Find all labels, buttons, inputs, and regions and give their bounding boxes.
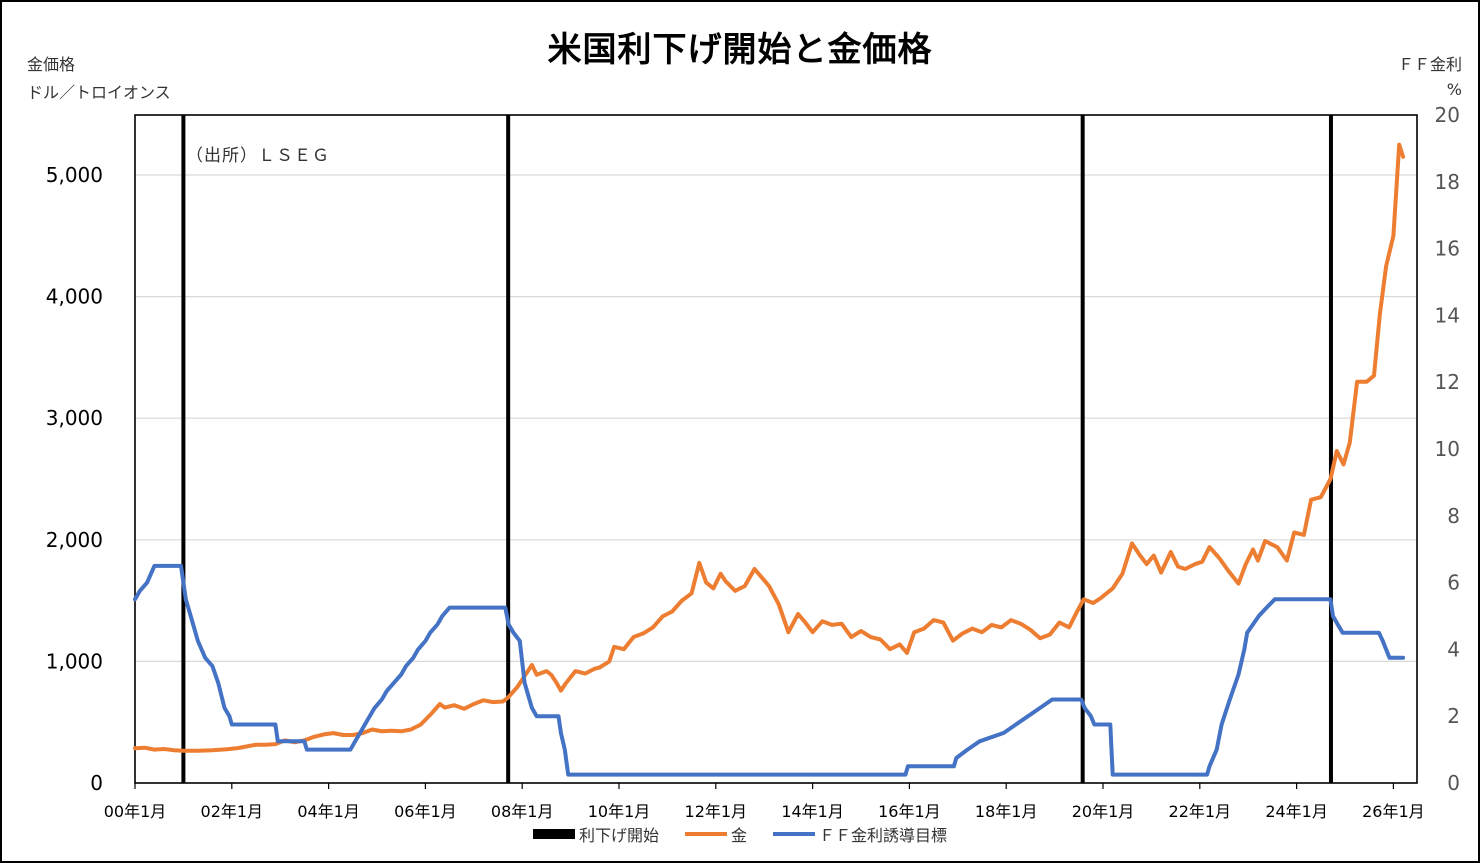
right-tick-label: 16 bbox=[1435, 237, 1460, 261]
gold-price-line bbox=[133, 142, 1406, 753]
source-note: （出所）ＬＳＥＧ bbox=[186, 146, 330, 166]
left-tick-label: 4,000 bbox=[46, 285, 103, 309]
left-tick-label: 0 bbox=[90, 771, 103, 795]
left-tick-label: 1,000 bbox=[46, 649, 103, 673]
x-tick-label: 12年1月 bbox=[685, 802, 748, 821]
right-axis-label-1: ＦＦ金利 bbox=[1397, 55, 1462, 74]
legend: 利下げ開始 金 ＦＦ金利誘導目標 bbox=[0, 822, 1480, 846]
legend-label-gold: 金 bbox=[730, 826, 747, 845]
left-axis-label-2: ドル／トロイオンス bbox=[27, 83, 171, 102]
x-tick-label: 20年1月 bbox=[1072, 802, 1135, 821]
x-tick-label: 16年1月 bbox=[878, 802, 941, 821]
right-tick-label: 6 bbox=[1447, 571, 1460, 595]
right-tick-label: 10 bbox=[1435, 437, 1460, 461]
right-tick-label: 2 bbox=[1447, 704, 1460, 728]
legend-item-gold: 金 bbox=[684, 822, 747, 846]
x-tick-label: 00年1月 bbox=[104, 802, 167, 821]
legend-label-ff-rate: ＦＦ金利誘導目標 bbox=[819, 826, 948, 845]
right-tick-label: 14 bbox=[1435, 303, 1460, 327]
legend-swatch-ff-rate bbox=[773, 832, 815, 836]
x-tick-label: 24年1月 bbox=[1265, 802, 1328, 821]
legend-swatch-rate-cut bbox=[532, 829, 575, 839]
x-tick-label: 02年1月 bbox=[201, 802, 264, 821]
x-tick-label: 18年1月 bbox=[975, 802, 1038, 821]
left-axis-label-1: 金価格 bbox=[27, 55, 76, 74]
left-tick-label: 3,000 bbox=[46, 406, 103, 430]
x-tick-label: 06年1月 bbox=[394, 802, 457, 821]
right-tick-label: 12 bbox=[1435, 370, 1460, 394]
right-tick-label: 4 bbox=[1447, 637, 1460, 661]
x-tick-label: 04年1月 bbox=[297, 802, 360, 821]
left-tick-label: 5,000 bbox=[46, 163, 103, 187]
x-tick-label: 14年1月 bbox=[781, 802, 844, 821]
legend-label-rate-cut: 利下げ開始 bbox=[578, 826, 659, 845]
right-tick-label: 18 bbox=[1435, 170, 1460, 194]
legend-swatch-gold bbox=[684, 832, 727, 836]
legend-item-rate-cut: 利下げ開始 bbox=[532, 822, 659, 846]
legend-item-ff-rate: ＦＦ金利誘導目標 bbox=[773, 822, 947, 846]
right-tick-label: 20 bbox=[1435, 103, 1460, 127]
x-tick-label: 26年1月 bbox=[1362, 802, 1425, 821]
right-axis-label-2: % bbox=[1446, 80, 1462, 99]
x-tick-label: 08年1月 bbox=[491, 802, 554, 821]
right-tick-label: 0 bbox=[1447, 771, 1460, 795]
plot-border bbox=[134, 114, 1418, 784]
ff-rate-line bbox=[133, 563, 1406, 777]
chart-title: 米国利下げ開始と金価格 bbox=[547, 30, 933, 70]
x-tick-label: 22年1月 bbox=[1169, 802, 1232, 821]
left-tick-label: 2,000 bbox=[46, 528, 103, 552]
x-tick-label: 10年1月 bbox=[588, 802, 651, 821]
right-tick-label: 8 bbox=[1447, 504, 1460, 528]
